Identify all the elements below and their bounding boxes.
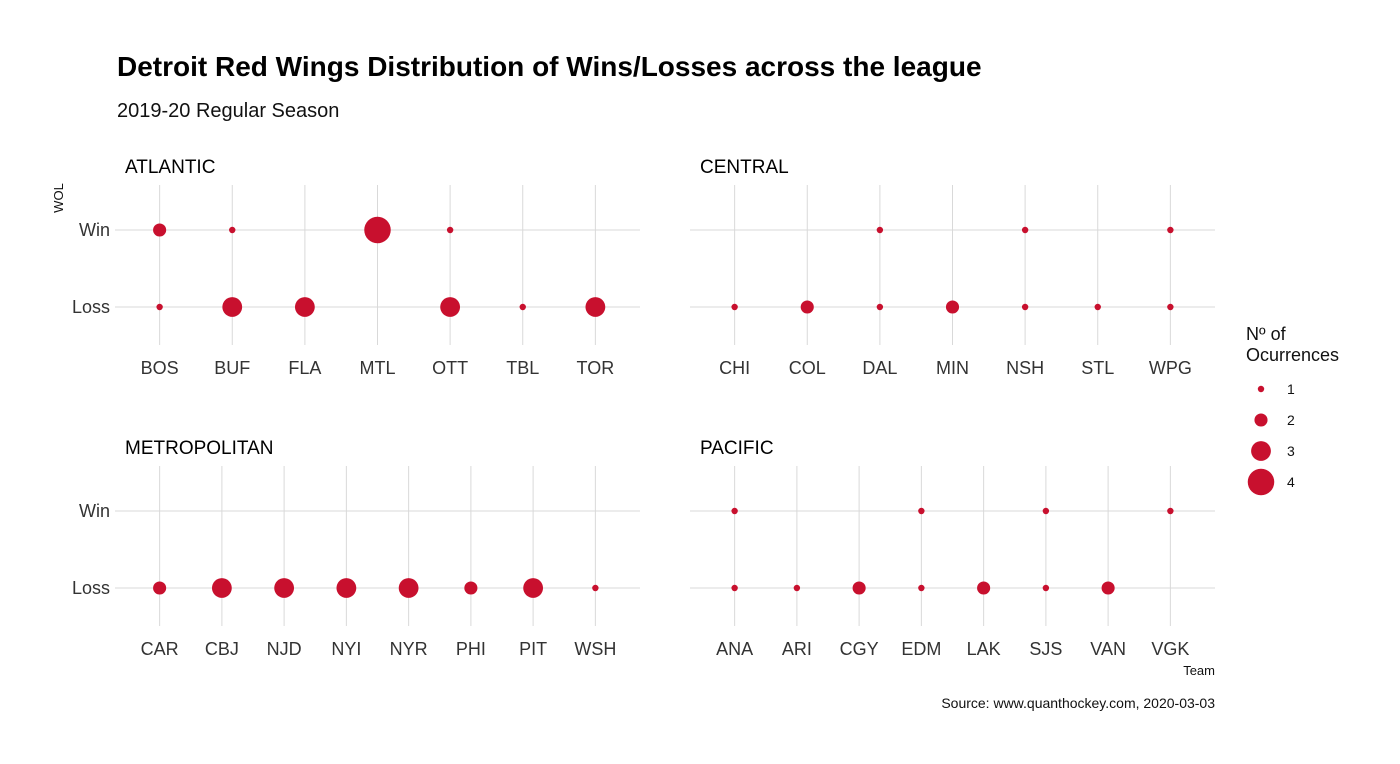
x-tick-njd: NJD: [267, 639, 302, 659]
panel-atlantic: ATLANTIC Win Loss BOS BUF FLA MTL OTT TBL TOR: [72, 157, 640, 378]
legend-key-4: [1247, 468, 1275, 496]
point-pit-loss: [523, 578, 544, 598]
x-axis-title: Team: [1183, 663, 1215, 678]
point-nyr-loss: [398, 578, 419, 598]
x-tick-sjs: SJS: [1029, 639, 1062, 659]
x-tick-wpg: WPG: [1149, 358, 1192, 378]
point-phi-loss: [464, 581, 478, 595]
point-lak-loss: [977, 581, 991, 595]
point-dal-loss: [876, 303, 884, 311]
panel-pacific: PACIFIC ANA ARI CGY EDM LAK SJS VAN VGK: [690, 438, 1215, 659]
y-tick-win: Win: [79, 501, 110, 521]
point-buf-loss: [222, 297, 243, 317]
x-tick-wsh: WSH: [574, 639, 616, 659]
point-ott-loss: [440, 297, 461, 317]
x-tick-tor: TOR: [577, 358, 615, 378]
point-car-loss: [153, 581, 167, 595]
x-tick-van: VAN: [1090, 639, 1126, 659]
point-tor-loss: [585, 297, 606, 317]
point-cbj-loss: [211, 578, 232, 598]
x-tick-ana: ANA: [716, 639, 753, 659]
point-ana-loss: [731, 584, 738, 592]
y-axis-title: WOL: [51, 183, 66, 213]
legend-label-2: 2: [1287, 412, 1295, 428]
point-fla-loss: [294, 297, 315, 317]
x-tick-cgy: CGY: [840, 639, 879, 659]
x-tick-edm: EDM: [901, 639, 941, 659]
panel-metropolitan: METROPOLITAN Win Loss CAR CBJ NJD NYI NYR PHI PIT…: [72, 438, 640, 659]
point-wpg-loss: [1167, 303, 1174, 311]
x-tick-stl: STL: [1081, 358, 1114, 378]
chart-title: Detroit Red Wings Distribution of Wins/L…: [117, 51, 982, 82]
point-edm-win: [918, 507, 925, 515]
chart-caption: Source: www.quanthockey.com, 2020-03-03: [941, 695, 1215, 711]
point-edm-loss: [918, 584, 925, 592]
point-bos-loss: [156, 303, 163, 311]
point-buf-win: [229, 226, 236, 234]
x-tick-vgk: VGK: [1151, 639, 1189, 659]
x-tick-mtl: MTL: [360, 358, 396, 378]
x-tick-bos: BOS: [141, 358, 179, 378]
legend-key-3: [1251, 441, 1271, 461]
panel-title-pacific: PACIFIC: [700, 438, 774, 459]
x-tick-pit: PIT: [519, 639, 547, 659]
legend-label-4: 4: [1287, 474, 1295, 490]
x-tick-nsh: NSH: [1006, 358, 1044, 378]
x-tick-col: COL: [789, 358, 826, 378]
point-wpg-win: [1167, 226, 1174, 234]
point-ana-win: [731, 507, 738, 515]
point-mtl-win: [364, 216, 391, 244]
panel-title-central: CENTRAL: [700, 157, 789, 178]
point-sjs-win: [1042, 507, 1050, 515]
y-tick-win: Win: [79, 220, 110, 240]
x-tick-fla: FLA: [288, 358, 321, 378]
x-tick-cbj: CBJ: [205, 639, 239, 659]
point-tbl-loss: [519, 303, 526, 311]
x-tick-ott: OTT: [432, 358, 468, 378]
legend-title-line-1: Nº of: [1246, 324, 1287, 344]
legend-title-line-2: Ocurrences: [1246, 345, 1339, 365]
point-bos-win: [153, 223, 167, 237]
point-nyi-loss: [336, 578, 357, 598]
point-van-loss: [1101, 581, 1115, 595]
panel-title-metropolitan: METROPOLITAN: [125, 438, 274, 459]
point-cgy-loss: [852, 581, 866, 595]
x-tick-lak: LAK: [967, 639, 1001, 659]
panel-title-atlantic: ATLANTIC: [125, 157, 215, 178]
legend-label-1: 1: [1287, 381, 1295, 397]
point-chi-loss: [731, 303, 738, 311]
x-tick-min: MIN: [936, 358, 969, 378]
x-tick-buf: BUF: [214, 358, 250, 378]
point-nsh-win: [1021, 226, 1029, 234]
facet-panels: ATLANTIC Win Loss BOS BUF FLA MTL OTT TBL TOR CENT…: [72, 157, 1215, 659]
point-stl-loss: [1094, 303, 1101, 311]
x-tick-ari: ARI: [782, 639, 812, 659]
point-sjs-loss: [1042, 584, 1050, 592]
legend-key-2: [1254, 413, 1268, 427]
x-tick-nyi: NYI: [331, 639, 361, 659]
panel-central: CENTRAL CHI COL DAL MIN NSH STL WPG: [690, 157, 1215, 378]
x-tick-tbl: TBL: [506, 358, 539, 378]
legend-label-3: 3: [1287, 443, 1295, 459]
x-tick-phi: PHI: [456, 639, 486, 659]
point-min-loss: [945, 300, 960, 314]
point-vgk-win: [1167, 507, 1174, 515]
point-ott-win: [446, 226, 454, 234]
legend-key-1: [1257, 385, 1265, 393]
x-tick-chi: CHI: [719, 358, 750, 378]
y-tick-loss: Loss: [72, 578, 110, 598]
point-njd-loss: [274, 578, 295, 598]
x-tick-car: CAR: [141, 639, 179, 659]
y-tick-loss: Loss: [72, 297, 110, 317]
point-wsh-loss: [592, 584, 599, 592]
x-tick-dal: DAL: [862, 358, 897, 378]
x-tick-nyr: NYR: [390, 639, 428, 659]
point-nsh-loss: [1021, 303, 1029, 311]
point-dal-win: [876, 226, 884, 234]
chart-subtitle: 2019-20 Regular Season: [117, 100, 339, 122]
point-ari-loss: [793, 584, 801, 592]
point-col-loss: [800, 300, 814, 314]
